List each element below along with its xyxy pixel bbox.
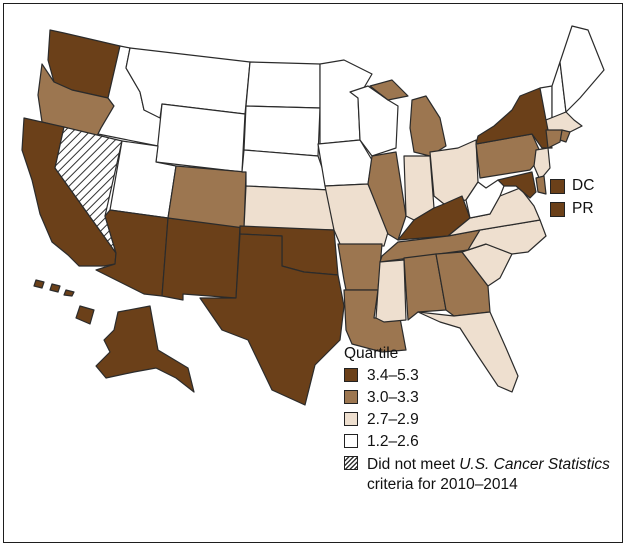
territory-dc: DC (550, 177, 594, 195)
state-TX (199, 233, 345, 406)
state-NM (161, 217, 241, 301)
legend-swatch-q2 (344, 390, 358, 404)
territory-pr: PR (550, 200, 594, 218)
state-FL (417, 311, 519, 393)
legend-swatch-q4 (344, 434, 358, 448)
state-HI (33, 279, 95, 325)
state-AL (403, 253, 447, 321)
state-NJ (533, 147, 551, 181)
state-MD (497, 171, 537, 199)
territory-dc-swatch (550, 178, 565, 194)
state-AK (95, 305, 195, 393)
territory-pr-label: PR (572, 200, 594, 217)
legend-item-q2: 3.0–3.3 (344, 389, 610, 411)
legend-label-q1: 3.4–5.3 (367, 367, 419, 384)
legend-item-q4: 1.2–2.6 (344, 433, 610, 455)
legend-item-q3: 2.7–2.9 (344, 411, 610, 433)
legend-swatch-hatch (344, 456, 358, 470)
state-CO (167, 165, 247, 229)
state-KS (243, 185, 335, 231)
state-WY (155, 103, 246, 173)
legend-item-not-met: Did not meet U.S. Cancer Statistics crit… (344, 455, 610, 495)
state-WI (349, 85, 399, 157)
state-SD (243, 105, 321, 157)
legend-label-not-met: Did not meet U.S. Cancer Statistics crit… (367, 455, 610, 495)
legend-label-q2: 3.0–3.3 (367, 389, 419, 406)
state-LA (343, 289, 407, 353)
legend-swatch-q1 (344, 368, 358, 382)
legend: Quartile 3.4–5.3 3.0–3.3 2.7–2.9 1.2–2.6… (344, 345, 610, 495)
legend-swatch-q3 (344, 412, 358, 426)
territory-dc-label: DC (572, 177, 595, 194)
map-frame (3, 3, 623, 543)
legend-title: Quartile (344, 345, 399, 362)
state-AR (337, 243, 383, 291)
legend-item-q1: 3.4–5.3 (344, 367, 610, 389)
legend-label-q3: 2.7–2.9 (367, 411, 419, 428)
state-DE (535, 175, 547, 195)
legend-label-q4: 1.2–2.6 (367, 433, 419, 450)
legend-not-met-pre: Did not meet (367, 456, 460, 473)
territory-pr-swatch (550, 201, 565, 217)
legend-not-met-post: criteria for 2010–2014 (367, 476, 518, 493)
state-ME (559, 25, 605, 113)
state-CT (545, 129, 563, 149)
state-IA (317, 139, 373, 187)
state-MS (375, 259, 407, 323)
state-ND (245, 61, 321, 109)
legend-not-met-italic: U.S. Cancer Statistics (459, 456, 610, 473)
state-NE (241, 149, 331, 191)
